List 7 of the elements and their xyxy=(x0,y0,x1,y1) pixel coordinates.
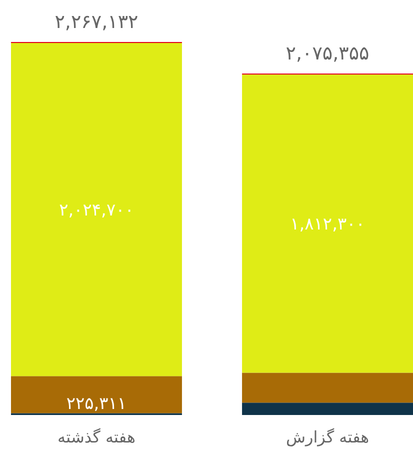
data-label: ۱,۸۱۲,۳۰۰ xyxy=(290,214,365,235)
data-label: ۲۲۵,۳۱۱ xyxy=(66,394,127,414)
x-tick-label: هفته گزارش xyxy=(286,427,370,446)
total-label: ۲,۲۶۷,۱۳۲ xyxy=(54,11,138,33)
x-tick-label: هفته گذشته xyxy=(58,427,136,446)
data-label: ۲,۰۲۴,۷۰۰ xyxy=(59,200,134,221)
total-label: ۲,۰۷۵,۳۵۵ xyxy=(286,42,370,65)
